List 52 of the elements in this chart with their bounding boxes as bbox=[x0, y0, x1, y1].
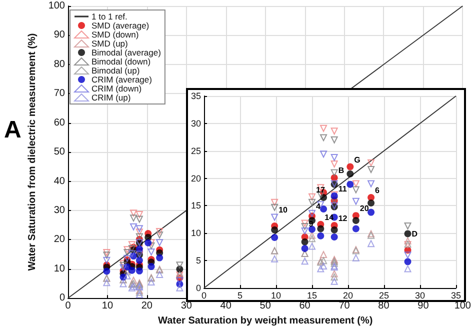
y-axis-title: Water Saturation from dielectric measurement (%) bbox=[26, 33, 38, 271]
x-tick-label: 25 bbox=[378, 290, 390, 300]
text: A bbox=[4, 116, 22, 144]
y-tick-label: 20 bbox=[190, 173, 202, 184]
y-tick-label: 35 bbox=[190, 91, 202, 101]
y-tick-label: 15 bbox=[190, 200, 202, 211]
x-tick-label: 10 bbox=[102, 300, 114, 312]
y-tick-label: 90 bbox=[54, 30, 66, 41]
annotation: D bbox=[412, 229, 418, 238]
y-tick-label: 60 bbox=[54, 117, 66, 128]
y-tick-label: 10 bbox=[190, 228, 202, 238]
annotation: B bbox=[338, 166, 344, 176]
x-tick-label: 100 bbox=[454, 300, 472, 312]
y-tick-label: 30 bbox=[190, 118, 202, 128]
y-tick-label: 80 bbox=[54, 58, 66, 70]
y-tick-label: 70 bbox=[54, 88, 66, 100]
annotation: G bbox=[354, 155, 360, 164]
y-tick-label: 50 bbox=[54, 146, 66, 158]
x-tick-label: 5 bbox=[238, 290, 243, 300]
x-tick-label: 10 bbox=[271, 290, 282, 300]
x-tick-label: 20 bbox=[342, 290, 354, 300]
y-tick-label: 0 bbox=[196, 283, 202, 293]
x-tick-label: 35 bbox=[450, 290, 461, 300]
legend-label: Bimodal (up) bbox=[92, 66, 140, 76]
annotation: 11 bbox=[338, 184, 348, 194]
y-tick-label: 25 bbox=[190, 146, 202, 156]
annotation: 20 bbox=[360, 204, 370, 214]
x-tick-label: 30 bbox=[180, 300, 192, 312]
y-tick-label: 20 bbox=[54, 234, 66, 246]
x-tick-label: 15 bbox=[306, 290, 318, 300]
legend-label: CRIM (down) bbox=[92, 84, 142, 94]
legend-label: Bimodal (down) bbox=[92, 56, 151, 66]
annotation: 10 bbox=[278, 206, 288, 215]
y-tick-label: 10 bbox=[54, 263, 66, 274]
legend-label: SMD (down) bbox=[92, 30, 139, 40]
legend-label: Bimodal (average) bbox=[92, 48, 162, 58]
y-tick-label: 100 bbox=[48, 0, 66, 12]
annotation: 12 bbox=[338, 214, 348, 223]
y-tick-label: 30 bbox=[54, 204, 66, 216]
y-tick-label: 5 bbox=[196, 256, 202, 266]
annotation: 17 bbox=[316, 185, 326, 194]
annotation: 4 bbox=[316, 202, 322, 211]
legend-label: 1 to 1 ref. bbox=[92, 12, 128, 22]
legend-label: CRIM (up) bbox=[92, 92, 131, 102]
legend-label: CRIM (average) bbox=[92, 74, 152, 84]
x-axis-title: Water Saturation by weight measurement (%) bbox=[158, 316, 373, 326]
x-tick-label: 20 bbox=[141, 300, 153, 312]
legend-label: SMD (up) bbox=[92, 38, 128, 48]
legend-label: SMD (average) bbox=[92, 20, 150, 30]
annotation: 6 bbox=[375, 186, 380, 195]
y-tick-label: 40 bbox=[54, 176, 66, 187]
x-tick-label: 30 bbox=[414, 290, 426, 300]
